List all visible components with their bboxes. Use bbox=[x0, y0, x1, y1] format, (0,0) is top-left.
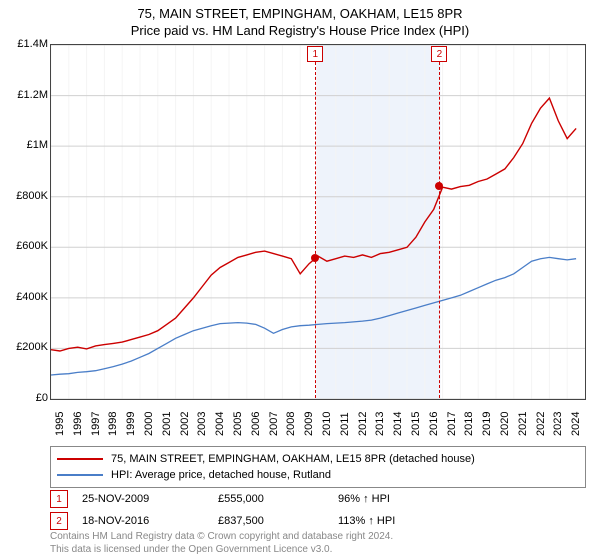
x-tick-label: 1996 bbox=[72, 412, 84, 436]
x-tick-label: 2013 bbox=[374, 412, 386, 436]
marker-line bbox=[439, 62, 440, 398]
x-tick-label: 2004 bbox=[214, 412, 226, 436]
x-tick-label: 2002 bbox=[179, 412, 191, 436]
legend-swatch-hpi bbox=[57, 474, 103, 476]
x-tick-label: 2007 bbox=[268, 412, 280, 436]
marker-dot bbox=[311, 254, 319, 262]
x-tick-label: 2005 bbox=[232, 412, 244, 436]
plot-svg bbox=[51, 45, 585, 399]
x-tick-label: 2023 bbox=[552, 412, 564, 436]
title-subtitle: Price paid vs. HM Land Registry's House … bbox=[0, 23, 600, 38]
title-address: 75, MAIN STREET, EMPINGHAM, OAKHAM, LE15… bbox=[0, 6, 600, 21]
y-tick-label: £1.4M bbox=[17, 38, 48, 50]
title-block: 75, MAIN STREET, EMPINGHAM, OAKHAM, LE15… bbox=[0, 0, 600, 38]
sale-marker-2: 2 bbox=[50, 512, 68, 530]
sale-row-1: 1 25-NOV-2009 £555,000 96% ↑ HPI bbox=[50, 490, 390, 508]
marker-box: 2 bbox=[431, 46, 447, 62]
x-tick-label: 2017 bbox=[446, 412, 458, 436]
sale-hpi-2: 113% ↑ HPI bbox=[338, 515, 395, 527]
y-tick-label: £400K bbox=[16, 291, 48, 303]
x-tick-label: 2024 bbox=[570, 412, 582, 436]
x-tick-label: 2021 bbox=[517, 412, 529, 436]
sale-marker-1: 1 bbox=[50, 490, 68, 508]
legend-label-property: 75, MAIN STREET, EMPINGHAM, OAKHAM, LE15… bbox=[111, 453, 475, 465]
y-tick-label: £0 bbox=[36, 392, 48, 404]
x-tick-label: 2019 bbox=[481, 412, 493, 436]
legend-label-hpi: HPI: Average price, detached house, Rutl… bbox=[111, 469, 331, 481]
x-tick-label: 1999 bbox=[125, 412, 137, 436]
chart-container: 75, MAIN STREET, EMPINGHAM, OAKHAM, LE15… bbox=[0, 0, 600, 560]
x-tick-label: 2003 bbox=[196, 412, 208, 436]
legend-row-hpi: HPI: Average price, detached house, Rutl… bbox=[57, 467, 579, 483]
x-tick-label: 2012 bbox=[357, 412, 369, 436]
legend-swatch-property bbox=[57, 458, 103, 460]
x-tick-label: 2018 bbox=[463, 412, 475, 436]
x-tick-label: 2006 bbox=[250, 412, 262, 436]
sale-hpi-1: 96% ↑ HPI bbox=[338, 493, 390, 505]
x-tick-label: 2015 bbox=[410, 412, 422, 436]
x-tick-label: 2016 bbox=[428, 412, 440, 436]
x-tick-label: 2000 bbox=[143, 412, 155, 436]
sale-price-2: £837,500 bbox=[218, 515, 338, 527]
x-tick-label: 1998 bbox=[107, 412, 119, 436]
footer-line-2: This data is licensed under the Open Gov… bbox=[50, 544, 393, 557]
y-tick-label: £600K bbox=[16, 240, 48, 252]
x-tick-label: 2011 bbox=[339, 412, 351, 436]
y-tick-label: £1.2M bbox=[17, 89, 48, 101]
sale-date-2: 18-NOV-2016 bbox=[82, 515, 218, 527]
marker-dot bbox=[435, 182, 443, 190]
legend-row-property: 75, MAIN STREET, EMPINGHAM, OAKHAM, LE15… bbox=[57, 451, 579, 467]
sale-price-1: £555,000 bbox=[218, 493, 338, 505]
sale-date-1: 25-NOV-2009 bbox=[82, 493, 218, 505]
footer-line-1: Contains HM Land Registry data © Crown c… bbox=[50, 531, 393, 544]
x-tick-label: 2010 bbox=[321, 412, 333, 436]
x-tick-label: 2001 bbox=[161, 412, 173, 436]
footer-attribution: Contains HM Land Registry data © Crown c… bbox=[50, 531, 393, 556]
marker-box: 1 bbox=[307, 46, 323, 62]
sale-row-2: 2 18-NOV-2016 £837,500 113% ↑ HPI bbox=[50, 512, 395, 530]
x-tick-label: 2022 bbox=[535, 412, 547, 436]
y-tick-label: £1M bbox=[27, 139, 48, 151]
plot-area bbox=[50, 44, 586, 400]
x-tick-label: 1995 bbox=[54, 412, 66, 436]
x-tick-label: 2009 bbox=[303, 412, 315, 436]
x-tick-label: 2008 bbox=[285, 412, 297, 436]
x-tick-label: 2020 bbox=[499, 412, 511, 436]
y-tick-label: £200K bbox=[16, 341, 48, 353]
y-tick-label: £800K bbox=[16, 190, 48, 202]
x-tick-label: 1997 bbox=[90, 412, 102, 436]
legend-box: 75, MAIN STREET, EMPINGHAM, OAKHAM, LE15… bbox=[50, 446, 586, 488]
x-tick-label: 2014 bbox=[392, 412, 404, 436]
marker-line bbox=[315, 62, 316, 398]
